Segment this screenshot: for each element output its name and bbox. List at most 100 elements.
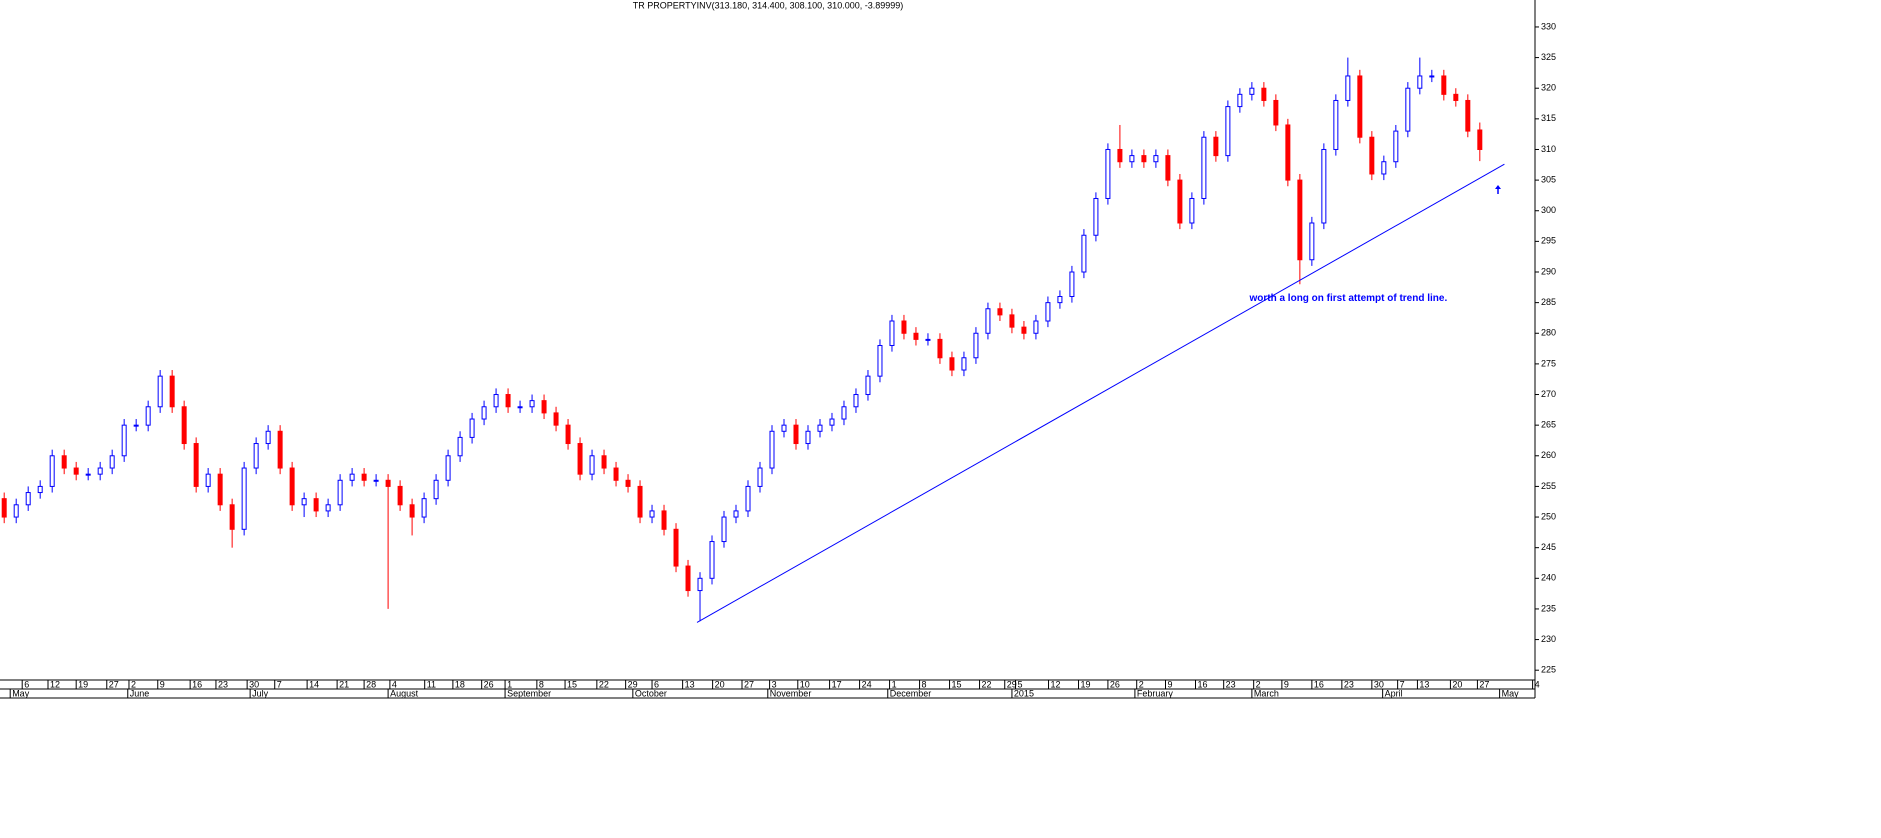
candle-body — [649, 510, 655, 518]
y-tick-label: 230 — [1541, 634, 1556, 644]
candle-body — [913, 332, 919, 340]
x-tick-label: 29 — [1007, 679, 1017, 689]
y-tick-label: 250 — [1541, 511, 1556, 521]
y-tick-label: 300 — [1541, 205, 1556, 215]
x-tick-label: 17 — [832, 679, 842, 689]
x-tick-label: 3 — [772, 679, 777, 689]
candle-body — [409, 504, 415, 518]
candle-body — [1213, 136, 1219, 157]
candle-body — [1237, 93, 1243, 108]
candle-body — [589, 455, 595, 475]
y-tick-label: 225 — [1541, 665, 1556, 675]
y-tick-label: 280 — [1541, 328, 1556, 338]
candle-body — [889, 320, 895, 347]
month-label: July — [252, 688, 269, 698]
month-label: June — [130, 688, 150, 698]
candle-body — [985, 308, 991, 334]
candle-body — [1129, 155, 1135, 163]
x-tick-label: 9 — [1284, 679, 1289, 689]
x-tick-label: 22 — [982, 679, 992, 689]
y-tick-label: 310 — [1541, 144, 1556, 154]
candle-body — [1429, 75, 1435, 78]
y-tick-label: 305 — [1541, 174, 1556, 184]
x-tick-label: 9 — [160, 679, 165, 689]
month-label: May — [1502, 688, 1520, 698]
candle-body — [1465, 99, 1471, 132]
candle-body — [1405, 87, 1411, 132]
y-tick-label: 320 — [1541, 83, 1556, 93]
candle-body — [1117, 148, 1123, 163]
candle-body — [1345, 75, 1351, 101]
candle-body — [1141, 155, 1147, 163]
annotation: worth a long on first attempt of trend l… — [1248, 293, 1447, 304]
candle-body — [241, 467, 247, 530]
x-tick-label: 21 — [339, 679, 349, 689]
trend-line — [696, 163, 1505, 623]
x-tick-label: 13 — [685, 679, 695, 689]
candle-body — [793, 424, 799, 445]
month-label: December — [890, 688, 932, 698]
candle-body — [337, 479, 343, 506]
candle-body — [553, 412, 559, 426]
candle-body — [1285, 124, 1291, 181]
x-tick-label: 20 — [1452, 679, 1462, 689]
x-tick-label: 27 — [1479, 679, 1489, 689]
x-tick-label: 8 — [922, 679, 927, 689]
x-tick-label: 2 — [1139, 679, 1144, 689]
candle-body — [877, 345, 883, 377]
candle-body — [1, 498, 7, 518]
x-tick-label: 26 — [1110, 679, 1120, 689]
candle-body — [37, 485, 43, 494]
y-tick-label: 330 — [1541, 21, 1556, 31]
candle-body — [805, 430, 811, 445]
candle-body — [13, 504, 19, 518]
candle-body — [1189, 197, 1195, 224]
candle-body — [1369, 136, 1375, 175]
candle-body — [169, 375, 175, 408]
y-tick-label: 255 — [1541, 481, 1556, 491]
candle-body — [61, 455, 67, 469]
candle-body — [709, 541, 715, 579]
candle-body — [361, 473, 367, 481]
candle-body — [145, 406, 151, 426]
candle-body — [1297, 179, 1303, 261]
x-tick-label: 4 — [1535, 679, 1540, 689]
candle-body — [373, 479, 379, 482]
month-label: May — [12, 688, 30, 698]
x-tick-label: 30 — [249, 679, 259, 689]
candle-body — [817, 424, 823, 432]
candle-body — [421, 498, 427, 518]
candle-body — [1153, 155, 1159, 163]
candle-body — [901, 320, 907, 334]
candle-body — [1393, 130, 1399, 163]
x-tick-label: 22 — [599, 679, 609, 689]
y-tick-label: 325 — [1541, 52, 1556, 62]
month-label: August — [390, 688, 419, 698]
candle-body — [1021, 326, 1027, 334]
candle-body — [481, 406, 487, 420]
y-tick-label: 245 — [1541, 542, 1556, 552]
candle-body — [637, 485, 643, 518]
candle-body — [673, 528, 679, 567]
x-tick-label: 29 — [628, 679, 638, 689]
x-tick-label: 23 — [1226, 679, 1236, 689]
x-tick-label: 2 — [1256, 679, 1261, 689]
candle-body — [181, 406, 187, 445]
candle-body — [1273, 99, 1279, 126]
candle-body — [229, 504, 235, 530]
candle-body — [253, 443, 259, 469]
candle-body — [1033, 320, 1039, 334]
candle-body — [565, 424, 571, 445]
candle-body — [1177, 179, 1183, 224]
y-tick-label: 285 — [1541, 297, 1556, 307]
candle-body — [265, 430, 271, 445]
candle-body — [697, 577, 703, 592]
x-tick-label: 23 — [218, 679, 228, 689]
candle-body — [661, 510, 667, 530]
x-tick-label: 19 — [1081, 679, 1091, 689]
candle-body — [841, 406, 847, 420]
x-tick-label: 2 — [131, 679, 136, 689]
x-tick-label: 5 — [1018, 679, 1023, 689]
candle-body — [1201, 136, 1207, 199]
candle-body — [385, 479, 391, 487]
